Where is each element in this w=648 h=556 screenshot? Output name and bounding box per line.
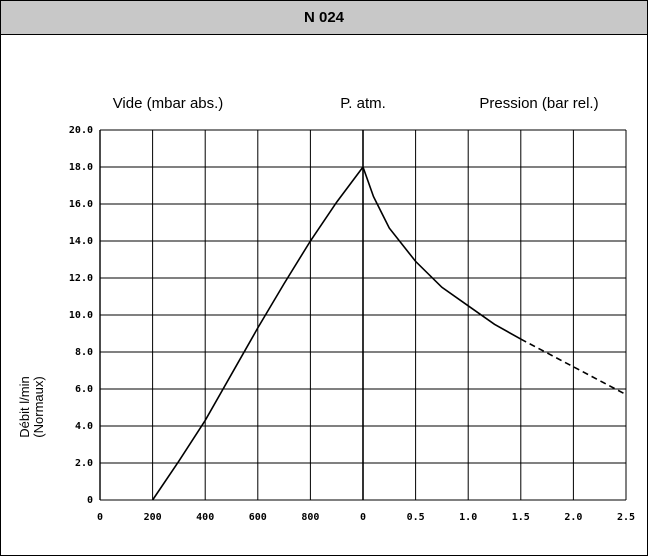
flow-curve-pressure (362, 166, 522, 340)
x-tick-label: 1.0 (459, 512, 477, 523)
y-axis-label-line2: (Normaux) (31, 376, 46, 437)
y-tick-label: 10.0 (69, 310, 93, 321)
y-tick-label: 6.0 (75, 384, 93, 395)
x-tick-label: 400 (196, 512, 214, 523)
x-tick-label: 2.0 (564, 512, 582, 523)
x-tick-label: 2.5 (617, 512, 635, 523)
tick-labels: 20.018.016.014.012.010.08.06.04.02.000 20… (69, 125, 635, 523)
flow-curve-vacuum (151, 166, 364, 501)
y-tick-label: 14.0 (69, 236, 93, 247)
x-tick-label: 200 (144, 512, 162, 523)
y-tick-label: 16.0 (69, 199, 93, 210)
x-tick-label: 0 (360, 512, 366, 523)
y-tick-label: 20.0 (69, 125, 93, 136)
header-vacuum-label: Vide (mbar abs.) (113, 95, 224, 112)
x-tick-label: 800 (301, 512, 319, 523)
y-axis-label-group: Débit l/min (Normaux) (17, 376, 46, 437)
x-tick-label: 0.5 (407, 512, 425, 523)
header-atm-label: P. atm. (340, 95, 386, 112)
x-tick-label: 600 (249, 512, 267, 523)
x-tick-label: 1.5 (512, 512, 530, 523)
y-axis-label-line1: Débit l/min (17, 376, 32, 437)
series-lines (151, 166, 627, 501)
grid (99, 129, 627, 501)
y-tick-label: 0 (87, 495, 93, 506)
y-tick-label: 8.0 (75, 347, 93, 358)
y-tick-label: 18.0 (69, 162, 93, 173)
x-tick-label: 0 (97, 512, 103, 523)
y-tick-label: 2.0 (75, 458, 93, 469)
header-pressure-label: Pression (bar rel.) (479, 95, 598, 112)
y-tick-label: 4.0 (75, 421, 93, 432)
page-title: N 024 (1, 1, 647, 35)
y-tick-label: 12.0 (69, 273, 93, 284)
